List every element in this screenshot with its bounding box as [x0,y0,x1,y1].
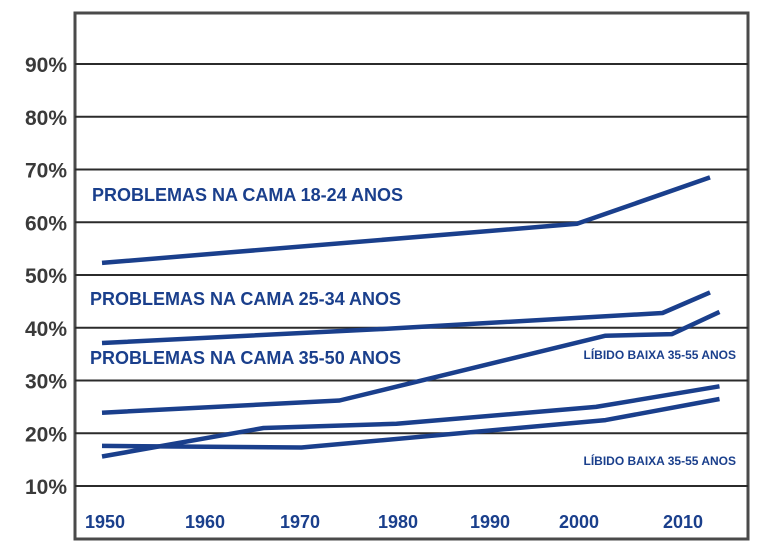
series-line-1 [101,175,711,266]
y-tick-label-40: 40% [25,318,67,341]
annotation-problemas-35-50: PROBLEMAS NA CAMA 35-50 ANOS [90,348,401,368]
series-line-4 [101,384,720,459]
y-tick-label-10: 10% [25,476,67,499]
y-tick-label-70: 70% [25,160,67,183]
series-line-5 [101,396,720,450]
annotation-libido-upper: LÍBIDO BAIXA 35-55 ANOS [584,347,736,362]
y-tick-label-60: 60% [25,212,67,235]
y-tick-label-90: 90% [25,54,67,77]
series-line-2 [101,290,711,346]
x-tick-label-1960: 1960 [185,512,225,532]
x-tick-label-2000: 2000 [559,512,599,532]
y-tick-label-20: 20% [25,423,67,446]
x-tick-label-1990: 1990 [470,512,510,532]
x-tick-label-1970: 1970 [280,512,320,532]
series-lines [101,175,721,459]
x-tick-label-1980: 1980 [378,512,418,532]
y-tick-label-50: 50% [25,265,67,288]
annotation-libido-lower: LÍBIDO BAIXA 35-55 ANOS [584,453,736,468]
x-tick-label-1950: 1950 [85,512,125,532]
y-tick-label-30: 30% [25,371,67,394]
x-axis-ticks: 1950 1960 1970 1980 1990 2000 2010 [85,512,703,532]
gridlines [75,63,748,487]
x-tick-label-2010: 2010 [663,512,703,532]
annotation-problemas-25-34: PROBLEMAS NA CAMA 25-34 ANOS [90,289,401,309]
series-line-3 [101,309,721,415]
y-tick-label-80: 80% [25,107,67,130]
annotation-problemas-18-24: PROBLEMAS NA CAMA 18-24 ANOS [92,185,403,205]
y-axis-ticks: 10% 20% 30% 40% 50% 60% 70% 80% 90% [25,54,67,499]
